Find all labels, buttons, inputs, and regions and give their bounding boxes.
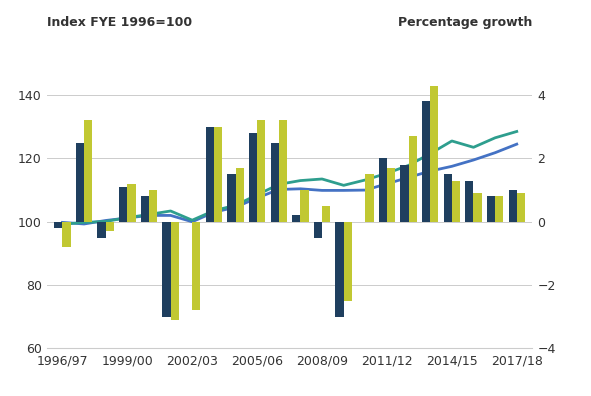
Bar <box>279 120 287 222</box>
Bar <box>192 222 200 310</box>
Bar <box>444 174 452 222</box>
Bar <box>465 181 473 222</box>
Bar <box>127 184 135 222</box>
Bar <box>292 215 300 222</box>
Bar <box>249 133 257 222</box>
Bar <box>408 136 417 222</box>
Bar <box>336 222 344 317</box>
Bar <box>119 187 127 222</box>
Bar <box>228 174 235 222</box>
Bar <box>487 196 495 222</box>
Bar <box>271 143 279 222</box>
Bar <box>98 222 106 238</box>
Bar <box>141 196 149 222</box>
Bar <box>322 206 330 222</box>
Bar <box>76 143 84 222</box>
Bar <box>452 181 460 222</box>
Bar <box>344 222 352 301</box>
Text: Index FYE 1996=100: Index FYE 1996=100 <box>47 16 193 29</box>
Text: Percentage growth: Percentage growth <box>398 16 532 29</box>
Bar <box>422 101 430 222</box>
Bar <box>235 168 243 222</box>
Bar <box>149 190 157 222</box>
Bar <box>430 86 439 222</box>
Bar <box>379 158 387 222</box>
Bar <box>54 222 63 228</box>
Bar <box>171 222 179 320</box>
Bar <box>400 165 408 222</box>
Bar <box>163 222 171 317</box>
Bar <box>495 196 504 222</box>
Bar <box>314 222 322 238</box>
Bar <box>517 193 525 222</box>
Bar <box>214 127 222 222</box>
Bar <box>206 127 214 222</box>
Bar <box>508 190 517 222</box>
Bar <box>106 222 114 231</box>
Bar <box>84 120 92 222</box>
Bar <box>387 168 395 222</box>
Bar <box>257 120 265 222</box>
Bar <box>63 222 71 247</box>
Bar <box>300 190 309 222</box>
Bar <box>365 174 374 222</box>
Bar <box>473 193 482 222</box>
